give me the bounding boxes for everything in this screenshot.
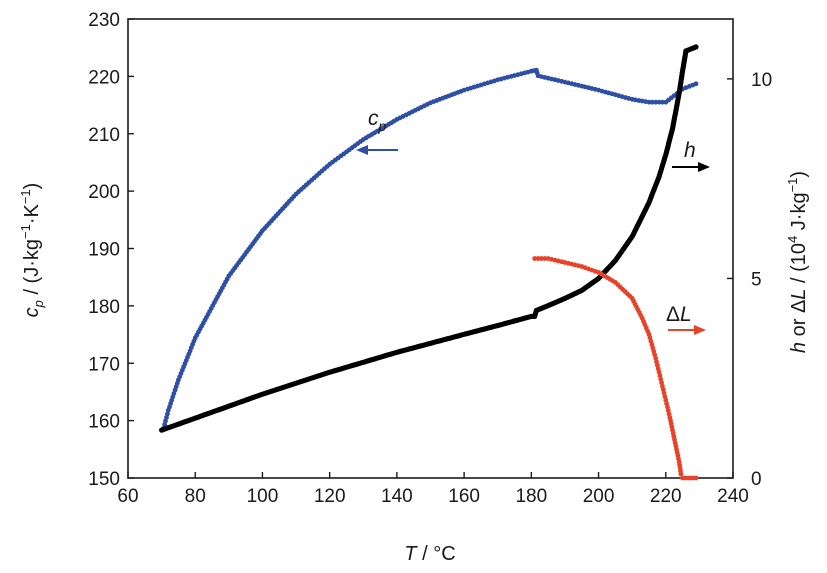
data-point bbox=[660, 99, 665, 105]
series-cp bbox=[161, 67, 699, 431]
y-left-tick-label: 150 bbox=[88, 469, 120, 490]
x-tick-label: 160 bbox=[448, 486, 480, 507]
data-point bbox=[532, 256, 538, 261]
series-h bbox=[159, 44, 699, 433]
annotation-h-label: h bbox=[684, 139, 696, 162]
annotation-h-arrow bbox=[672, 162, 710, 172]
y-left-tick-label: 160 bbox=[88, 412, 120, 433]
data-point bbox=[539, 256, 544, 261]
y-right-tick-label: 5 bbox=[751, 269, 762, 290]
data-point bbox=[680, 475, 685, 481]
left-tick-labels: 150 160 170 180 190 200 210 220 230 bbox=[88, 10, 120, 490]
x-tick-label: 240 bbox=[717, 486, 749, 507]
data-point bbox=[693, 44, 699, 50]
x-tick-label: 120 bbox=[314, 486, 346, 507]
data-point bbox=[165, 411, 170, 417]
x-tick-label: 180 bbox=[515, 486, 547, 507]
y-left-tick-label: 170 bbox=[88, 354, 120, 375]
y-right-axis-title: h or ΔL / (104 J·kg−1) bbox=[785, 171, 810, 353]
annotation-dl-label: ΔL bbox=[666, 303, 692, 326]
y-left-tick-label: 230 bbox=[88, 10, 120, 31]
y-right-tick-label: 10 bbox=[751, 70, 772, 91]
series-dL bbox=[532, 256, 699, 481]
data-point bbox=[163, 418, 168, 424]
x-tick-label: 60 bbox=[117, 486, 138, 507]
data-point bbox=[649, 99, 655, 105]
x-tick-label: 80 bbox=[185, 486, 206, 507]
annotation-cp-arrow bbox=[356, 145, 398, 155]
data-point bbox=[693, 81, 699, 87]
y-left-tick-label: 180 bbox=[88, 297, 120, 318]
y-left-tick-label: 200 bbox=[88, 182, 120, 203]
data-point bbox=[646, 99, 652, 105]
data-point bbox=[656, 99, 662, 105]
x-tick-labels: 60 80 100 120 140 160 180 200 220 240 bbox=[117, 486, 748, 507]
y-right-tick-label: 0 bbox=[751, 469, 762, 490]
data-point bbox=[690, 475, 696, 481]
data-point bbox=[686, 475, 692, 481]
data-point bbox=[542, 256, 548, 261]
y-left-axis-title: cp / (J·kg−1·K−1) bbox=[18, 183, 46, 318]
data-point bbox=[678, 471, 684, 477]
data-point bbox=[683, 475, 689, 481]
data-point bbox=[535, 256, 541, 261]
x-tick-label: 200 bbox=[583, 486, 615, 507]
annotation-dl-arrow bbox=[668, 325, 706, 335]
x-tick-label: 140 bbox=[381, 486, 413, 507]
y-left-tick-label: 210 bbox=[88, 125, 120, 146]
x-axis-title: T / °C bbox=[404, 543, 455, 565]
data-point bbox=[693, 475, 699, 481]
x-tick-label: 220 bbox=[650, 486, 682, 507]
y-left-tick-label: 190 bbox=[88, 240, 120, 261]
annotation-cp-label: cp bbox=[368, 107, 387, 134]
axis-ticks bbox=[127, 18, 734, 479]
y-left-tick-label: 220 bbox=[88, 67, 120, 88]
series-layer bbox=[159, 44, 699, 481]
right-tick-labels: 0 5 10 bbox=[751, 70, 772, 490]
data-point bbox=[653, 99, 659, 105]
x-tick-label: 100 bbox=[247, 486, 279, 507]
